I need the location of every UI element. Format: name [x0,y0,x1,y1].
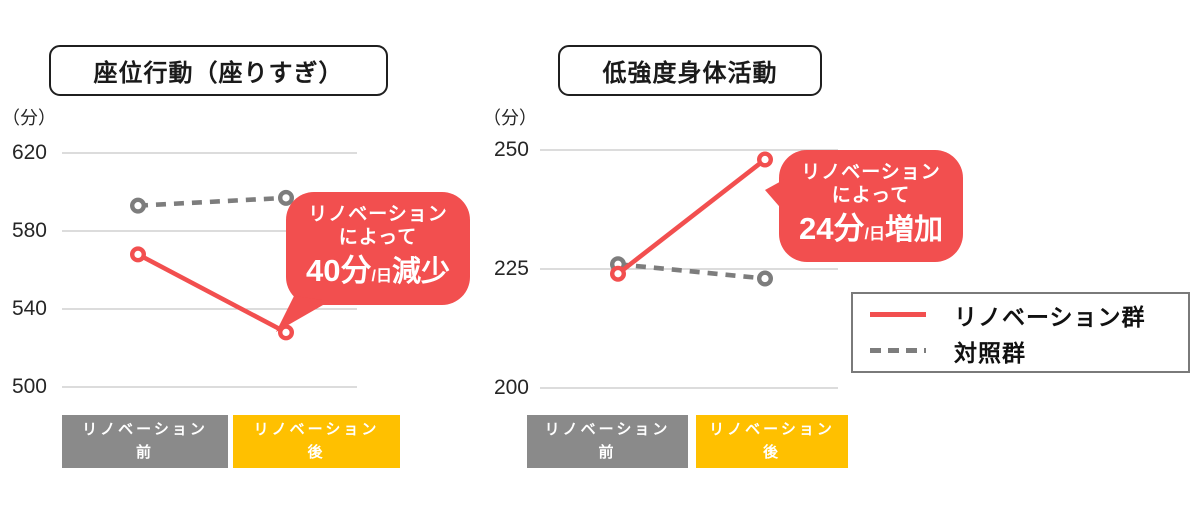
x-category-label-line1: リノベーション [253,421,380,438]
x-category-box-after: リノベーション 後 [696,415,848,468]
y-axis-unit-label: （分） [483,108,537,128]
legend: リノベーション群 対照群 [851,292,1190,373]
annotation-bubble-increase: リノベーション によって 24分/日増加 [765,150,963,262]
chart-title-text: 座位行動（座りすぎ） [93,60,344,87]
x-category-box-after: リノベーション 後 [233,415,400,468]
x-category-label-line2: 前 [598,443,617,461]
y-axis-tick-label: 250 [493,138,529,161]
y-axis-tick-label: 620 [11,141,47,164]
annotation-value-line: 40分/日減少 [286,249,470,299]
annotation-direction: 増加 [884,214,943,246]
annotation-direction: 減少 [391,256,450,288]
annotation-per-day: /日 [864,226,885,243]
y-axis-tick-label: 580 [11,219,47,242]
annotation-amount: 24分 [799,211,865,246]
annotation-line2: によって [338,227,418,248]
annotation-line1: リノベーション [801,162,941,183]
legend-solid-line-swatch [870,312,926,317]
bubble-tail [276,296,330,332]
x-category-label-line2: 前 [135,443,154,461]
annotation-line1: リノベーション [308,204,448,225]
legend-item-control: 対照群 [853,333,1188,369]
x-category-label-line1: リノベーション [82,421,208,438]
y-axis-tick-label: 200 [493,376,529,399]
bubble-tail [765,179,785,213]
y-axis-tick-label: 540 [11,297,47,320]
x-category-label-line2: 後 [307,443,326,461]
y-axis-tick-label: 225 [493,257,529,280]
annotation-line2: によって [831,185,911,206]
legend-dashed-line-swatch [870,348,926,353]
x-category-box-before: リノベーション 前 [527,415,688,468]
annotation-value-line: 24分/日増加 [779,207,963,257]
chart-title-light-activity: 低強度身体活動 [558,45,822,96]
x-category-label-line1: リノベーション [709,421,835,438]
legend-label: リノベーション群 [954,303,1146,330]
x-category-box-before: リノベーション 前 [62,415,228,468]
y-axis-unit-label: （分） [2,108,56,128]
annotation-amount: 40分 [306,253,372,288]
annotation-bubble-decrease: リノベーション によって 40分/日減少 [276,192,470,332]
x-category-label-line1: リノベーション [544,421,671,438]
legend-item-renovation: リノベーション群 [853,297,1188,333]
legend-label: 対照群 [954,339,1026,366]
y-axis-tick-label: 500 [11,375,47,398]
x-category-label-line2: 後 [762,443,781,461]
chart-title-text: 低強度身体活動 [602,60,778,87]
annotation-per-day: /日 [371,268,392,285]
chart-title-sedentary: 座位行動（座りすぎ） [49,45,388,96]
